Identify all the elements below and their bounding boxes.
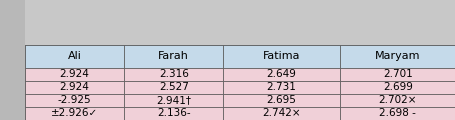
Bar bbox=[25, 94, 124, 107]
Bar bbox=[124, 107, 223, 120]
Text: 2.698 -: 2.698 - bbox=[379, 108, 415, 118]
Text: 2.649: 2.649 bbox=[266, 69, 296, 79]
Text: 2.699: 2.699 bbox=[382, 82, 412, 92]
Text: Farah: Farah bbox=[158, 51, 189, 61]
Bar bbox=[25, 45, 124, 67]
Bar bbox=[339, 81, 455, 94]
Text: Maryam: Maryam bbox=[374, 51, 420, 61]
Text: 2.136-: 2.136- bbox=[157, 108, 190, 118]
Text: Fatima: Fatima bbox=[262, 51, 299, 61]
Text: 2.316: 2.316 bbox=[158, 69, 188, 79]
Bar bbox=[124, 45, 223, 67]
Text: 2.701: 2.701 bbox=[382, 69, 412, 79]
Text: 2.941†: 2.941† bbox=[156, 95, 191, 105]
Text: -2.925: -2.925 bbox=[58, 95, 91, 105]
Text: Ali: Ali bbox=[67, 51, 81, 61]
Text: 2.924: 2.924 bbox=[60, 69, 89, 79]
Text: ±2.926✓: ±2.926✓ bbox=[51, 108, 98, 118]
Bar bbox=[25, 67, 124, 81]
Text: sun: sun bbox=[5, 87, 20, 96]
Bar bbox=[339, 94, 455, 107]
Bar bbox=[25, 107, 124, 120]
Bar bbox=[223, 107, 339, 120]
Bar bbox=[124, 67, 223, 81]
Bar bbox=[223, 81, 339, 94]
Text: 2.527: 2.527 bbox=[158, 82, 188, 92]
Bar bbox=[223, 67, 339, 81]
Text: at se: at se bbox=[3, 69, 22, 78]
Bar bbox=[124, 94, 223, 107]
Bar bbox=[223, 94, 339, 107]
Text: 2.695: 2.695 bbox=[266, 95, 296, 105]
Bar bbox=[25, 81, 124, 94]
Bar bbox=[223, 45, 339, 67]
Text: 2.924: 2.924 bbox=[60, 82, 89, 92]
Bar bbox=[339, 67, 455, 81]
Bar bbox=[339, 107, 455, 120]
Text: 2.731: 2.731 bbox=[266, 82, 296, 92]
Text: cu: cu bbox=[8, 106, 17, 115]
Bar bbox=[339, 45, 455, 67]
Text: 2.742×: 2.742× bbox=[262, 108, 300, 118]
Text: cm³). Which data is more accurate and not precise?: cm³). Which data is more accurate and no… bbox=[29, 34, 293, 44]
Text: 2.702×: 2.702× bbox=[378, 95, 416, 105]
Bar bbox=[124, 81, 223, 94]
Text: 2. Fpur students perform an experiment to measure the density of Aluminum (2.7 g: 2. Fpur students perform an experiment t… bbox=[29, 7, 455, 17]
